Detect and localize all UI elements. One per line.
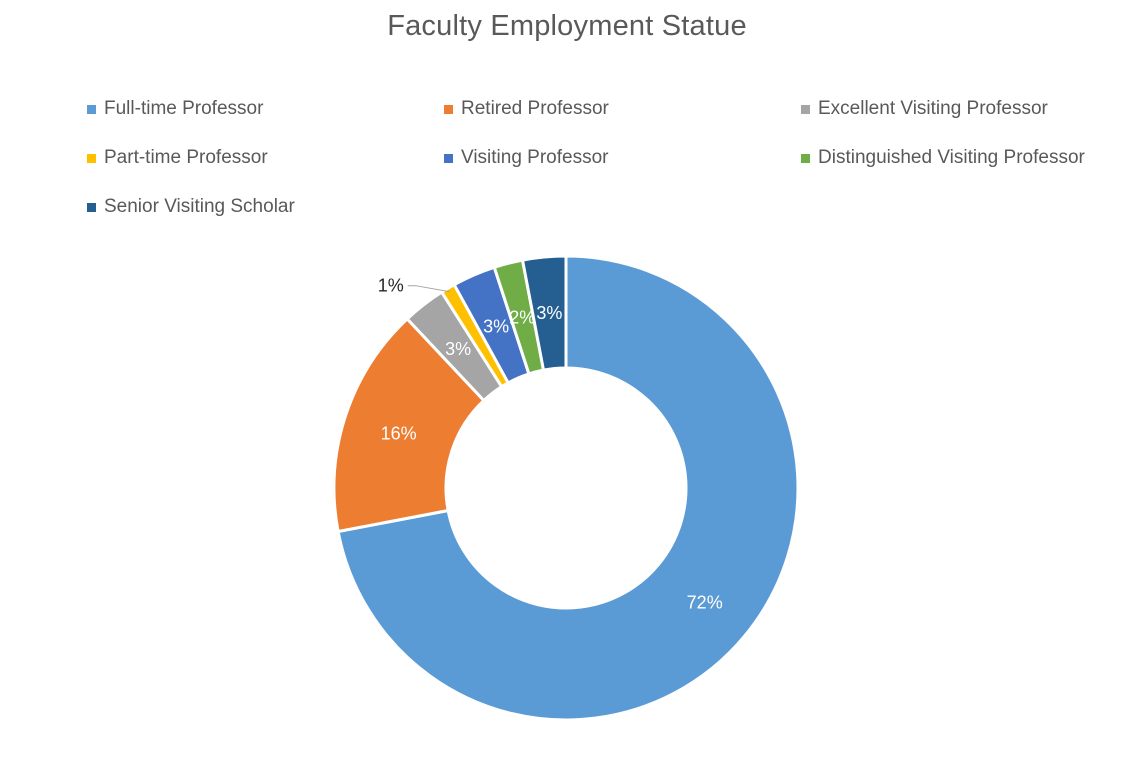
slice-retired-professor — [332, 317, 486, 533]
data-label-part-time-professor: 1% — [378, 276, 404, 296]
slice-senior-visiting-scholar — [521, 254, 568, 372]
data-label-distinguished-visiting-professor: 2% — [509, 308, 535, 328]
slice-full-time-professor — [336, 254, 800, 722]
legend-label: Full-time Professor — [104, 98, 264, 119]
legend-swatch — [87, 153, 96, 163]
data-label-retired-professor: 16% — [381, 424, 417, 444]
legend-item-retired-professor: Retired Professor — [444, 96, 609, 122]
legend-swatch — [444, 153, 453, 163]
legend-label: Excellent Visiting Professor — [818, 98, 1048, 119]
leader-line — [407, 285, 451, 293]
legend-item-excellent-visiting-professor: Excellent Visiting Professor — [801, 96, 1048, 122]
legend-item-distinguished-visiting-professor: Distinguished Visiting Professor — [801, 145, 1085, 171]
legend-label: Distinguished Visiting Professor — [818, 147, 1085, 168]
data-label-visiting-professor: 3% — [483, 316, 509, 336]
legend-label: Retired Professor — [461, 98, 609, 119]
legend-label: Visiting Professor — [461, 147, 609, 168]
legend-swatch — [801, 104, 810, 114]
legend-swatch — [87, 104, 96, 114]
data-label-full-time-professor: 72% — [687, 593, 723, 613]
legend-swatch — [444, 104, 453, 114]
data-label-excellent-visiting-professor: 3% — [445, 339, 471, 359]
legend-item-visiting-professor: Visiting Professor — [444, 145, 609, 171]
legend-swatch — [801, 153, 810, 163]
legend-item-part-time-professor: Part-time Professor — [87, 145, 268, 171]
data-label-senior-visiting-scholar: 3% — [536, 303, 562, 323]
legend-item-senior-visiting-scholar: Senior Visiting Scholar — [87, 194, 295, 220]
legend-label: Part-time Professor — [104, 147, 268, 168]
legend-swatch — [87, 202, 96, 212]
chart-legend: Full-time Professor Retired Professor Exce… — [0, 0, 1134, 230]
legend-label: Senior Visiting Scholar — [104, 196, 295, 217]
chart-title: Faculty Employment Statue — [387, 10, 747, 42]
legend-item-full-time-professor: Full-time Professor — [87, 96, 263, 122]
